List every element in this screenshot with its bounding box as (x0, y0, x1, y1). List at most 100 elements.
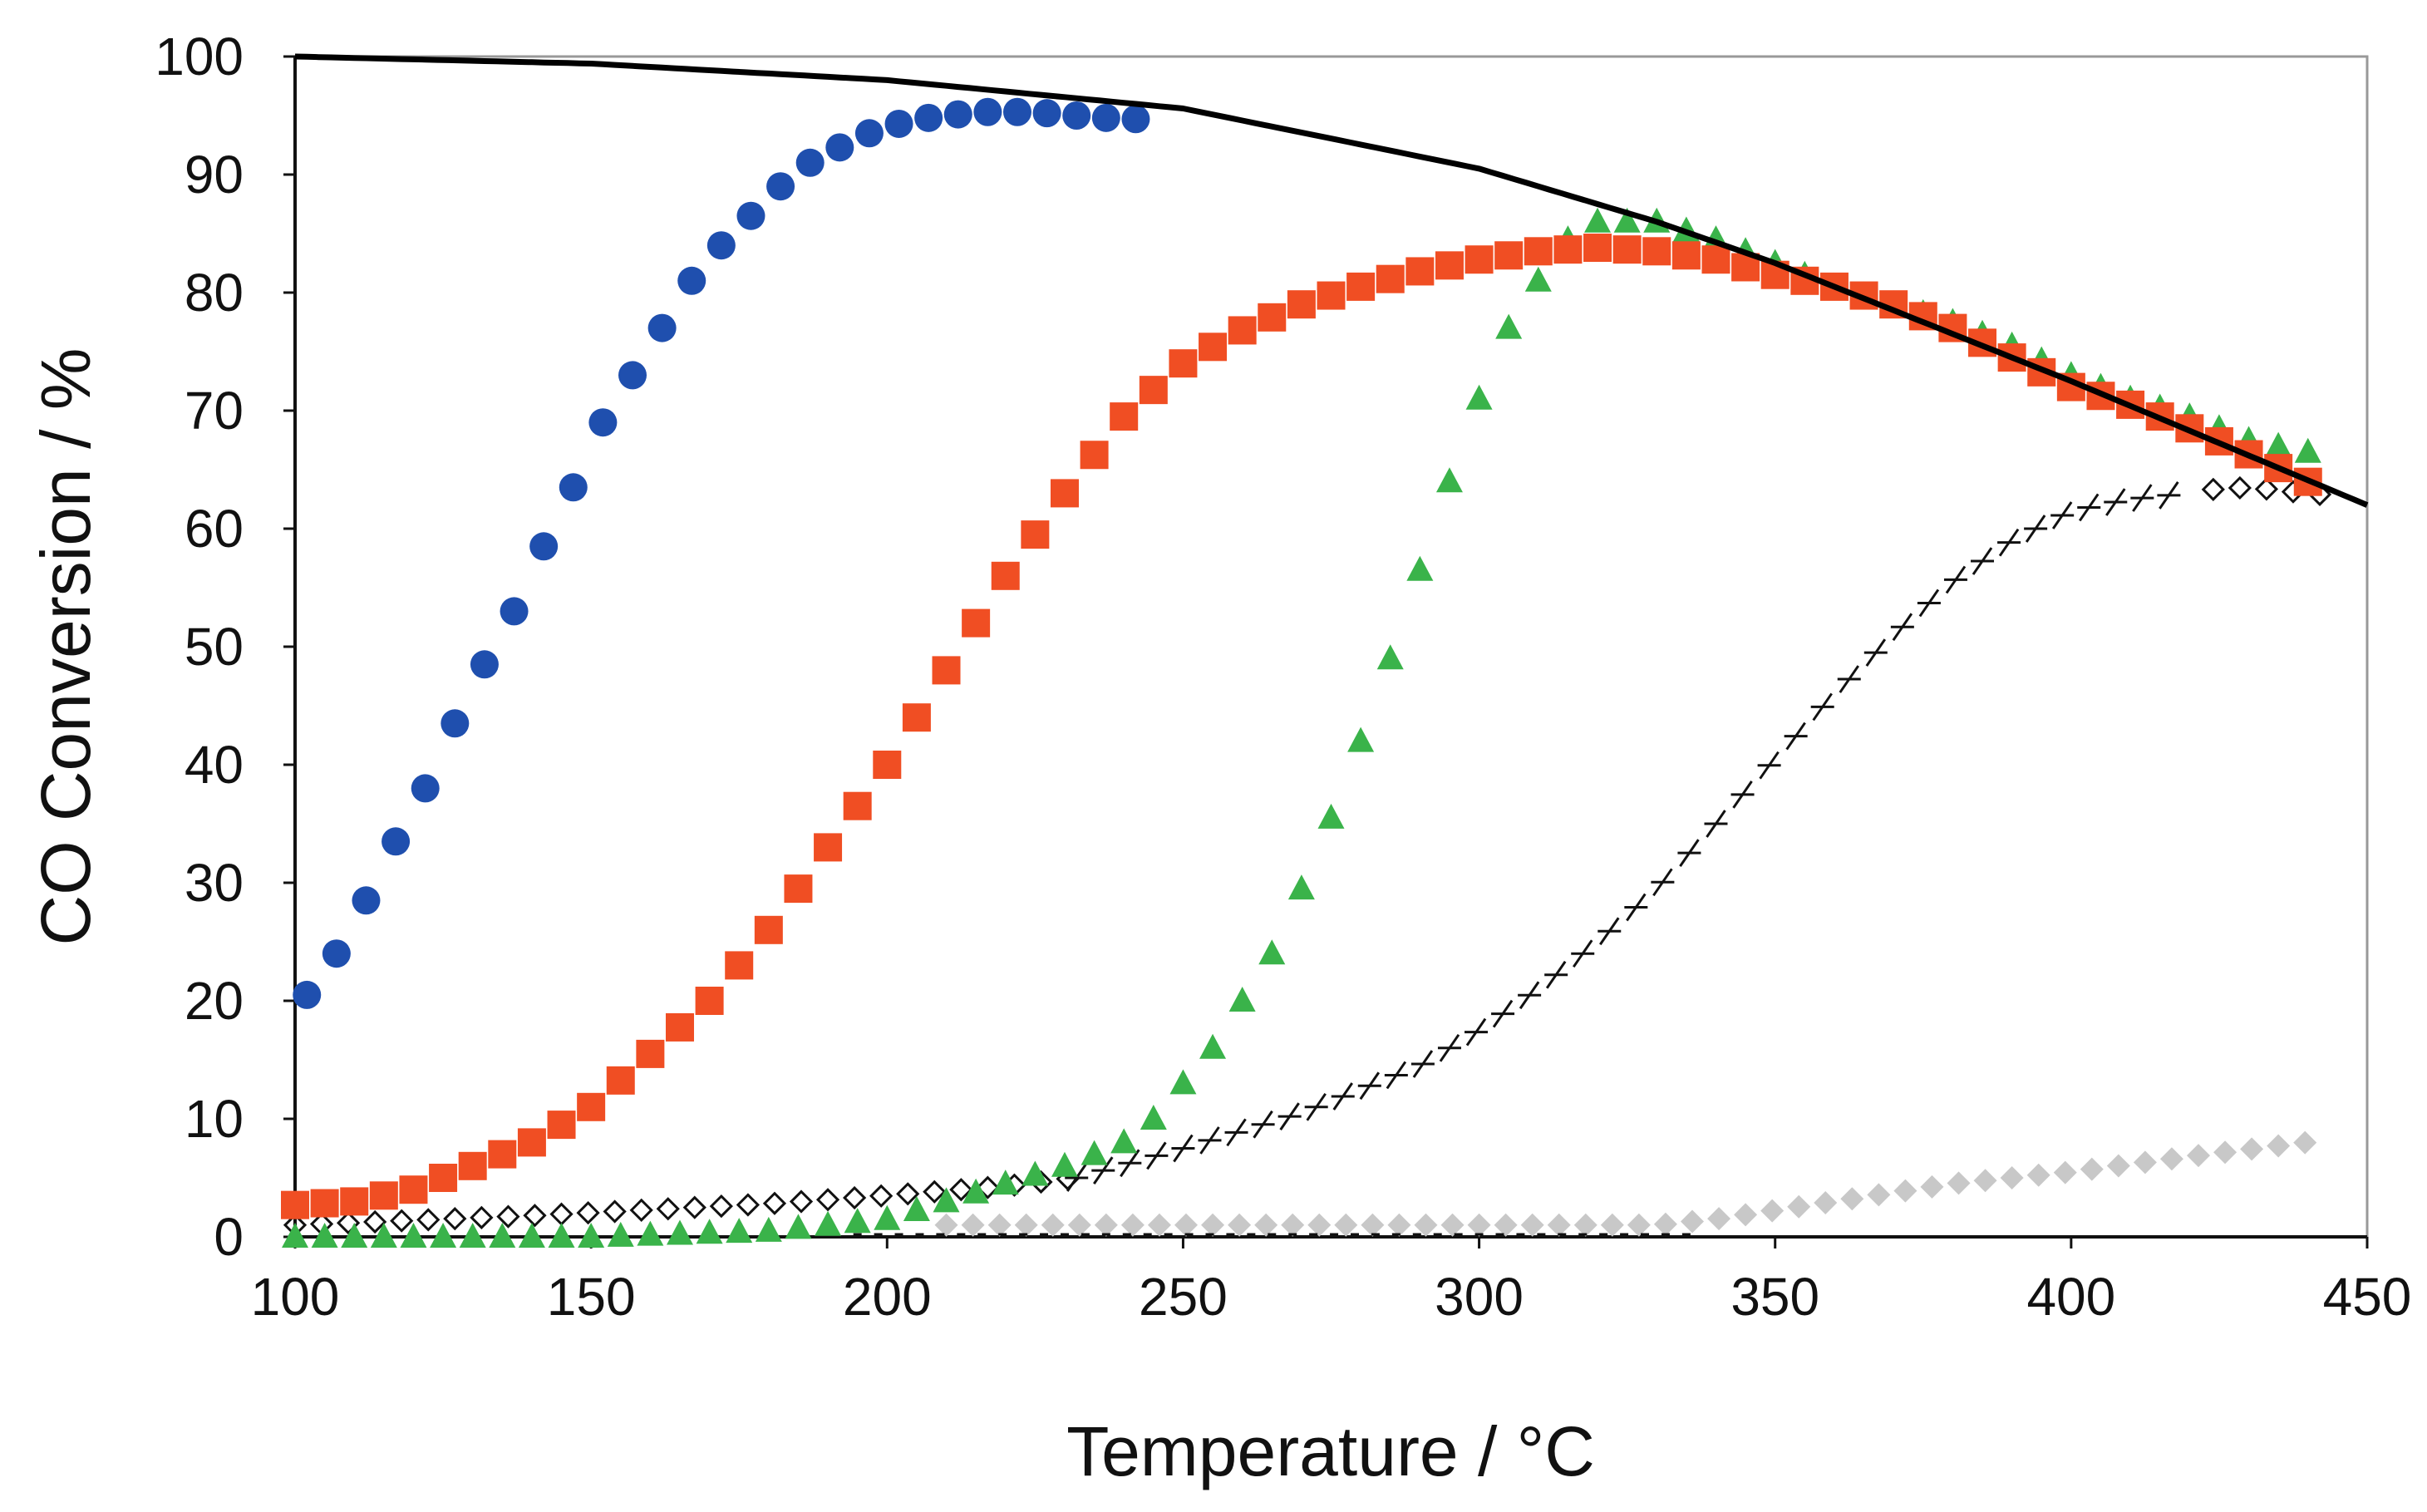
series-black-crosses-point (1304, 1092, 1328, 1121)
series-black-crosses-point (1757, 751, 1781, 780)
y-tick-label: 100 (155, 27, 244, 86)
series-red-squares-point (1199, 332, 1228, 362)
series-black-open-diamonds-point (949, 1178, 973, 1202)
series-blue-circles-point (1002, 97, 1031, 126)
series-black-open-diamonds-point (576, 1200, 600, 1225)
series-green-triangles-point (903, 1196, 930, 1222)
series-black-crosses-point (2104, 488, 2128, 516)
series-black-crosses-point (1837, 665, 1861, 693)
series-blue-circles-point (706, 231, 736, 260)
series-black-open-diamonds-point (869, 1184, 894, 1208)
y-tick-label: 40 (185, 735, 244, 795)
series-green-triangles-point (726, 1218, 753, 1244)
x-tick-label: 450 (2323, 1267, 2412, 1327)
series-red-squares-point (577, 1092, 606, 1121)
series-gray-diamonds-point (1414, 1213, 1438, 1237)
x-tick-label: 350 (1730, 1267, 1819, 1327)
series-gray-diamonds-point (1973, 1169, 1997, 1193)
tick-layer: 100 150 200 250 300 350 400 450 0 10 20 30 40 50 60 70 8… (155, 27, 2411, 1327)
x-tick-label: 250 (1139, 1267, 1228, 1327)
series-black-open-diamonds-end-point (2228, 475, 2252, 500)
series-black-open-diamonds-point (976, 1175, 1000, 1199)
equilibrium-layer (294, 53, 2369, 508)
series-green-triangles-point (282, 1223, 308, 1248)
series-gray-diamonds-point (1520, 1213, 1544, 1237)
series-red-squares-point (1287, 290, 1316, 319)
series-green-triangles-point (1199, 1033, 1227, 1059)
series-green-triangles-point (785, 1214, 812, 1239)
series-gray-diamonds-point (2000, 1166, 2024, 1189)
series-gray-diamonds-point (2293, 1130, 2317, 1155)
x-axis-title: Temperature / °C (1066, 1412, 1595, 1490)
series-green-triangles-point (755, 1216, 782, 1242)
y-tick-label: 10 (185, 1089, 244, 1149)
series-green-triangles-point (1465, 384, 1493, 410)
series-black-crosses-point (1091, 1156, 1115, 1184)
y-tick-label: 90 (185, 145, 244, 204)
series-green-triangles-point (696, 1219, 723, 1244)
series-gray-diamonds-point (1947, 1171, 1971, 1195)
series-blue-circles-point (588, 408, 618, 437)
series-black-crosses-point (1890, 613, 1914, 642)
series-red-squares-point (1139, 376, 1168, 405)
series-gray-diamonds-point (1120, 1213, 1145, 1237)
x-tick-label: 400 (2026, 1267, 2115, 1327)
series-green-triangles-point (666, 1219, 693, 1245)
series-black-crosses-point (1597, 917, 1622, 946)
series-red-squares-point (517, 1128, 546, 1157)
series-black-crosses-point (1863, 638, 1888, 667)
series-gray-diamonds-point (1334, 1213, 1358, 1237)
x-tick-label: 200 (843, 1267, 932, 1327)
series-gray-diamonds-point (1307, 1213, 1332, 1237)
series-black-open-diamonds-point (842, 1185, 867, 1210)
series-green-triangles-point (1110, 1128, 1138, 1154)
series-green-triangles-point (400, 1223, 427, 1248)
series-green-triangles-point (2294, 437, 2321, 463)
series-black-crosses-point (1971, 547, 1995, 575)
series-blue-circles-point (411, 774, 440, 803)
series-green-triangles-point (578, 1223, 605, 1248)
series-black-crosses-point (1145, 1141, 1169, 1170)
series-green-triangles-point (430, 1223, 457, 1248)
series-blue-circles-point (1062, 101, 1091, 130)
y-tick-label: 20 (185, 971, 244, 1031)
series-green-triangles-point (1140, 1105, 1167, 1130)
series-gray-diamonds-point (1680, 1209, 1704, 1234)
series-black-open-diamonds-point (789, 1189, 814, 1214)
series-red-squares-point (1671, 241, 1701, 270)
series-black-crosses-point (1651, 868, 1675, 897)
series-black-crosses-point (1544, 960, 1568, 989)
series-red-squares-point (310, 1189, 339, 1218)
series-black-open-diamonds-point (390, 1209, 414, 1233)
series-red-squares-point (1021, 520, 1050, 549)
series-gray-diamonds-point (2186, 1144, 2210, 1168)
series-black-crosses-point (1171, 1134, 1195, 1163)
series-black-crosses-point (1198, 1126, 1222, 1155)
series-red-squares-point (1642, 237, 1671, 266)
series-gray-diamonds-point (1467, 1213, 1491, 1237)
series-red-squares-point (1346, 272, 1376, 301)
series-blue-circles-point (884, 109, 913, 138)
series-blue-circles-point (559, 473, 588, 502)
series-black-crosses-point (2130, 484, 2154, 512)
series-black-open-diamonds-point (682, 1195, 706, 1219)
series-red-squares-point (725, 951, 754, 980)
series-gray-diamonds-point (961, 1213, 985, 1237)
series-black-open-diamonds-end-point (2254, 477, 2279, 501)
y-tick-label: 60 (185, 499, 244, 559)
series-green-triangles-point (1258, 939, 1286, 965)
series-black-crosses-point (1917, 589, 1941, 618)
series-green-triangles-point (1081, 1140, 1108, 1165)
series-black-crosses-point (2157, 481, 2181, 510)
series-green-triangles-point (1613, 207, 1641, 233)
series-red-squares-point (1080, 441, 1109, 470)
series-red-squares-point (991, 561, 1020, 590)
series-gray-diamonds-point (1734, 1203, 1758, 1227)
series-green-triangles-point (933, 1187, 960, 1213)
series-green-triangles-point (311, 1223, 338, 1248)
series-green-triangles-point (1228, 987, 1256, 1012)
series-green-triangles-point (1524, 266, 1552, 292)
series-gray-diamonds-point (2240, 1137, 2264, 1161)
series-blue-circles-point (1121, 105, 1150, 134)
series-black-crosses-point (1677, 839, 1701, 867)
